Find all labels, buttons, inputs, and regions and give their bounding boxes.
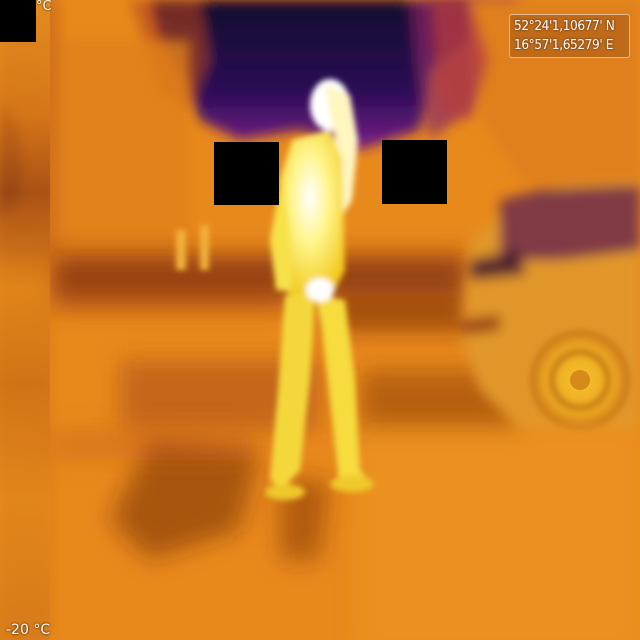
ground-shadows <box>50 430 330 560</box>
gps-coordinates-box: 52°24'1,10677' N 16°57'1,65279' E <box>509 14 630 58</box>
redaction-box-right <box>382 140 447 204</box>
scale-top-marker <box>0 0 36 42</box>
trees-right <box>430 0 640 200</box>
parked-car <box>460 180 640 430</box>
street-poles <box>176 225 209 270</box>
scale-min-label: -20 °C <box>6 622 51 638</box>
gps-longitude: 16°57'1,65279' E <box>514 37 613 53</box>
gps-latitude: 52°24'1,10677' N <box>514 18 615 34</box>
temperature-scale-bar <box>0 0 50 640</box>
redaction-box-left <box>214 142 279 205</box>
person-heat-signature <box>265 79 374 500</box>
scale-max-label: °C <box>36 0 52 14</box>
